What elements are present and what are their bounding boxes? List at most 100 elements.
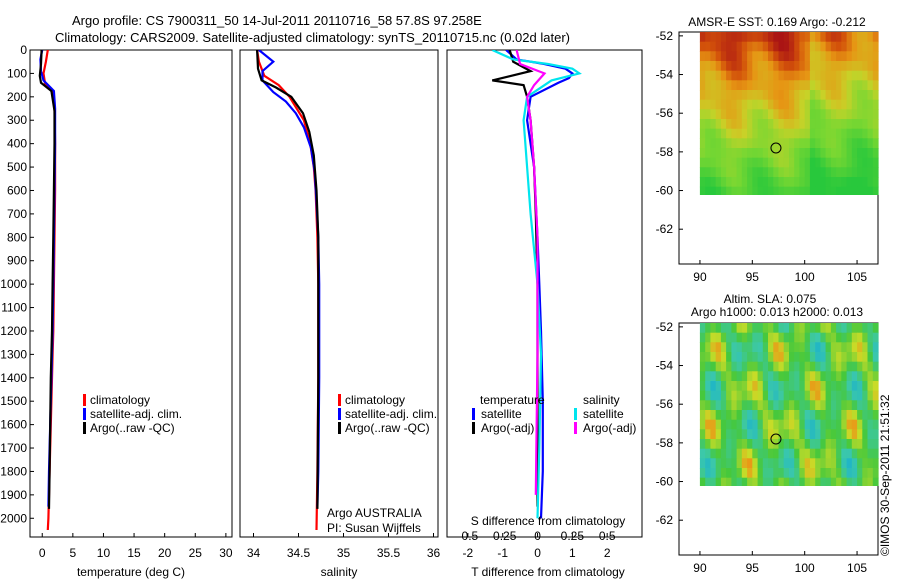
heatmap-cell bbox=[794, 186, 800, 195]
heatmap-cell bbox=[862, 157, 869, 168]
heatmap-cell bbox=[836, 51, 842, 62]
heatmap-cell bbox=[867, 458, 874, 469]
heatmap-cell bbox=[720, 80, 727, 91]
heatmap-cell bbox=[752, 186, 759, 195]
heatmap-cell bbox=[851, 323, 858, 334]
heatmap-cell bbox=[809, 371, 816, 382]
heatmap-cell bbox=[731, 80, 738, 91]
heatmap-cell bbox=[720, 41, 727, 52]
heatmap-cell bbox=[747, 51, 753, 62]
heatmap-cell bbox=[820, 419, 827, 430]
heatmap-cell bbox=[778, 138, 785, 149]
heatmap-cell bbox=[762, 477, 769, 486]
heatmap-cell bbox=[731, 458, 738, 469]
heatmap-cell bbox=[841, 32, 848, 43]
heatmap-cell bbox=[815, 167, 821, 178]
heatmap-cell bbox=[830, 90, 837, 101]
heatmap-cell bbox=[867, 80, 874, 91]
heatmap-cell bbox=[699, 41, 706, 52]
heatmap-cell bbox=[836, 352, 842, 363]
y-tick-label: 2000 bbox=[0, 511, 27, 525]
heatmap-cell bbox=[799, 119, 806, 130]
heatmap-cell bbox=[731, 119, 738, 130]
x-tick-label: 5 bbox=[70, 546, 77, 560]
heatmap-cell bbox=[836, 429, 842, 440]
heatmap-cell bbox=[783, 332, 790, 343]
heatmap-cell bbox=[720, 148, 727, 159]
heatmap-cell bbox=[773, 99, 780, 110]
heatmap-cell bbox=[789, 99, 795, 110]
heatmap-cell bbox=[715, 352, 722, 363]
heatmap-cell bbox=[699, 429, 706, 440]
s-difference-tick-labels: -0.5 -0.25 0 0.25 0.5 bbox=[458, 529, 616, 543]
heatmap-cell bbox=[846, 148, 853, 159]
heatmap-cell bbox=[741, 177, 748, 188]
heatmap-cell bbox=[872, 109, 879, 120]
heatmap-cell bbox=[747, 128, 753, 139]
heatmap-cell bbox=[815, 138, 821, 149]
heatmap-cell bbox=[804, 41, 811, 52]
heatmap-cell bbox=[820, 157, 827, 168]
heatmap-cell bbox=[799, 477, 806, 486]
heatmap-cell bbox=[762, 61, 769, 72]
heatmap-cell bbox=[820, 177, 827, 188]
heatmap-cell bbox=[710, 390, 717, 401]
heatmap-cell bbox=[815, 177, 821, 188]
heatmap-cell bbox=[757, 148, 764, 159]
heatmap-cell bbox=[862, 477, 869, 486]
heatmap-cell bbox=[857, 138, 863, 149]
heatmap-cell bbox=[705, 381, 711, 392]
heatmap-cell bbox=[804, 390, 811, 401]
sst-lat-tick-labels: -52 -54 -56 -58 -60 -62 bbox=[656, 29, 683, 236]
heatmap-cell bbox=[846, 167, 853, 178]
heatmap-cell bbox=[720, 439, 727, 450]
heatmap-cell bbox=[857, 419, 863, 430]
heatmap-cell bbox=[857, 41, 863, 52]
heatmap-cell bbox=[867, 90, 874, 101]
heatmap-cell bbox=[804, 51, 811, 62]
heatmap-cell bbox=[731, 477, 738, 486]
heatmap-cell bbox=[857, 186, 863, 195]
heatmap-cell bbox=[846, 371, 853, 382]
heatmap-cell bbox=[799, 32, 806, 43]
heatmap-cell bbox=[752, 332, 759, 343]
heatmap-cell bbox=[778, 80, 785, 91]
heatmap-cell bbox=[804, 429, 811, 440]
heatmap-cell bbox=[836, 448, 842, 459]
heatmap-cell bbox=[726, 119, 732, 130]
heatmap-cell bbox=[846, 468, 853, 479]
heatmap-cell bbox=[731, 361, 738, 372]
heatmap-cell bbox=[736, 138, 743, 149]
heatmap-cell bbox=[836, 32, 842, 43]
heatmap-cell bbox=[699, 477, 706, 486]
heatmap-cell bbox=[778, 323, 785, 334]
heatmap-cell bbox=[699, 371, 706, 382]
heatmap-cell bbox=[857, 99, 863, 110]
heatmap-cell bbox=[726, 128, 732, 139]
heatmap-cell bbox=[710, 361, 717, 372]
heatmap-cell bbox=[752, 361, 759, 372]
heatmap-cell bbox=[726, 90, 732, 101]
legend-label-argo: Argo(..raw -QC) bbox=[345, 421, 430, 435]
heatmap-cell bbox=[741, 70, 748, 81]
heatmap-cell bbox=[731, 90, 738, 101]
heatmap-cell bbox=[757, 439, 764, 450]
heatmap-cell bbox=[715, 323, 722, 334]
y-tick-label: -58 bbox=[656, 145, 674, 159]
heatmap-cell bbox=[794, 119, 800, 130]
heatmap-cell bbox=[836, 119, 842, 130]
heatmap-cell bbox=[783, 439, 790, 450]
heatmap-cell bbox=[851, 342, 858, 353]
heatmap-cell bbox=[809, 148, 816, 159]
heatmap-cell bbox=[699, 186, 706, 195]
heatmap-cell bbox=[804, 342, 811, 353]
heatmap-cell bbox=[820, 32, 827, 43]
heatmap-cell bbox=[720, 51, 727, 62]
heatmap-cell bbox=[762, 119, 769, 130]
heatmap-cell bbox=[857, 80, 863, 91]
heatmap-cell bbox=[705, 157, 711, 168]
heatmap-cell bbox=[836, 157, 842, 168]
heatmap-cell bbox=[715, 419, 722, 430]
temperature-legend: climatology satellite-adj. clim. Argo(..… bbox=[83, 393, 182, 435]
heatmap-cell bbox=[736, 419, 743, 430]
